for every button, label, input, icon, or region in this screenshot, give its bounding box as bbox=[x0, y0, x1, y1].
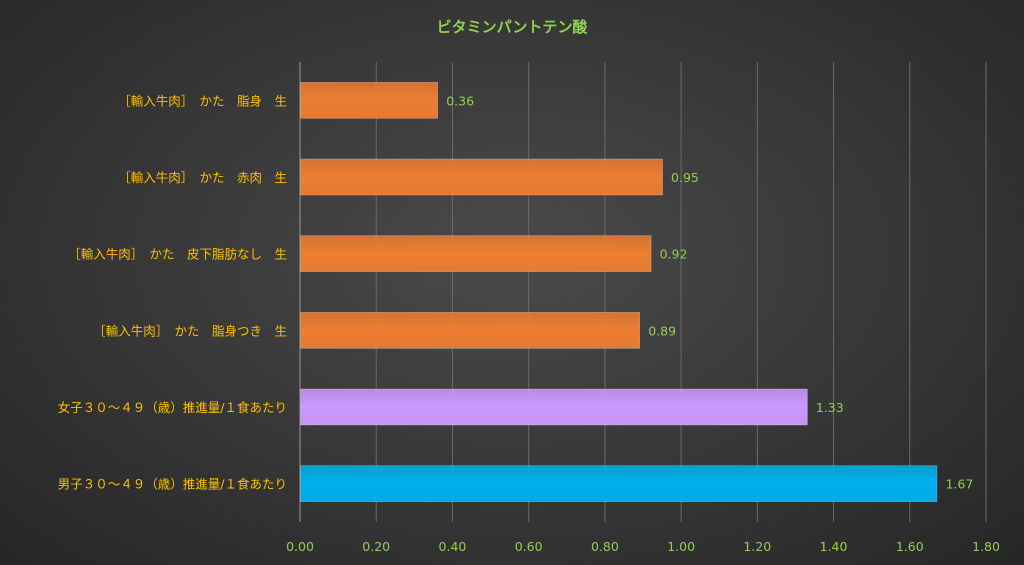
gridlines bbox=[375, 62, 987, 522]
bar bbox=[300, 235, 652, 272]
value-label: 0.92 bbox=[660, 247, 688, 262]
x-tick-label: 1.20 bbox=[743, 539, 771, 554]
bar bbox=[300, 158, 663, 196]
x-tick-label: 0.40 bbox=[439, 539, 467, 554]
x-tick-label: 1.40 bbox=[820, 539, 848, 554]
category-label: 男子３０～４９（歳）推進量/１食あたり bbox=[58, 477, 287, 492]
category-label: ［輸入牛肉］ かた 脂身つき 生 bbox=[93, 323, 287, 338]
x-tick-label: 0.60 bbox=[515, 539, 543, 554]
value-label: 0.95 bbox=[671, 170, 699, 185]
bar bbox=[300, 312, 640, 349]
x-tick-label: 0.80 bbox=[591, 539, 619, 554]
value-label: 1.67 bbox=[945, 477, 973, 492]
x-tick-label: 1.80 bbox=[972, 539, 1000, 554]
value-label: 1.33 bbox=[816, 400, 844, 415]
category-label: ［輸入牛肉］ かた 皮下脂肪なし 生 bbox=[68, 247, 287, 262]
category-labels: ［輸入牛肉］ かた 脂身 生 ［輸入牛肉］ かた 赤肉 生 ［輸入牛肉］ かた 皮下… bbox=[58, 93, 287, 491]
x-tick-label: 1.00 bbox=[667, 539, 695, 554]
bar bbox=[300, 465, 938, 502]
value-label: 0.36 bbox=[446, 93, 474, 108]
value-labels: 0.36 0.95 0.92 0.89 1.33 1.67 bbox=[446, 93, 973, 491]
value-label: 0.89 bbox=[648, 323, 676, 338]
x-tick-label: 0.20 bbox=[362, 539, 390, 554]
bar bbox=[300, 388, 808, 426]
chart-title: ビタミンパントテン酸 bbox=[437, 18, 589, 36]
x-tick-label: 0.00 bbox=[286, 539, 314, 554]
category-label: ［輸入牛肉］ かた 赤肉 生 bbox=[118, 170, 287, 185]
bars bbox=[300, 82, 938, 502]
x-tick-label: 1.60 bbox=[896, 539, 924, 554]
x-axis-ticks: 0.00 0.20 0.40 0.60 0.80 1.00 1.20 1.40 1.60 1.80 bbox=[286, 539, 1000, 554]
category-label: 女子３０～４９（歳）推進量/１食あたり bbox=[58, 400, 287, 415]
bar bbox=[300, 82, 438, 119]
category-label: ［輸入牛肉］ かた 脂身 生 bbox=[118, 93, 287, 108]
